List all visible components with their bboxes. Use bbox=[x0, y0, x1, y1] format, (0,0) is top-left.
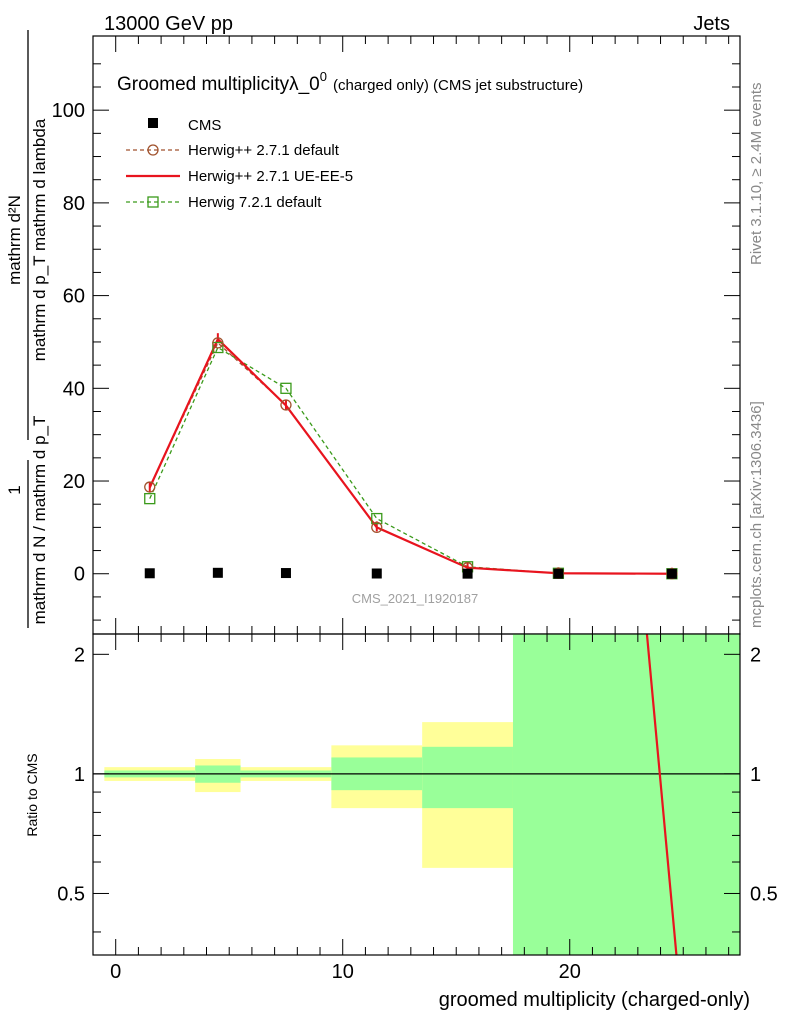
herwig7-default-marker bbox=[371, 512, 383, 525]
main-ylabel-line3: mathrm d N / mathrm d p_T bbox=[30, 416, 49, 625]
cms-data-point bbox=[371, 568, 382, 579]
ratio-ytick-label-right: 0.5 bbox=[750, 883, 778, 905]
cms-data-point bbox=[462, 568, 473, 579]
plot-title-sup: 0 bbox=[320, 69, 327, 84]
ratio-ytick-label: 0.5 bbox=[57, 883, 85, 905]
herwigpp-default-marker bbox=[144, 481, 156, 493]
rivet-version-text: Rivet 3.1.10, ≥ 2.4M events bbox=[748, 83, 765, 266]
main-ylabel: mathrm d²N mathrm d p_T mathrm d lambda … bbox=[5, 30, 49, 628]
legend-marker-cms bbox=[148, 118, 158, 128]
plot-title-tail: (charged only) (CMS jet substructure) bbox=[333, 77, 583, 94]
ratio-ytick-label: 2 bbox=[74, 644, 85, 666]
header-right: Jets bbox=[693, 13, 730, 35]
main-ylabel-line1: mathrm d²N bbox=[5, 195, 24, 285]
legend-label-cms: CMS bbox=[188, 117, 221, 134]
ratio-frame bbox=[92, 633, 741, 956]
ratio-ylabel: Ratio to CMS bbox=[24, 753, 40, 836]
herwig7-default-marker bbox=[280, 382, 292, 394]
series-line-herwig7-default bbox=[149, 346, 672, 575]
main-ytick-label: 60 bbox=[63, 286, 85, 308]
herwigpp-default-marker bbox=[280, 399, 292, 411]
main-ylabel-line2: mathrm d p_T mathrm d lambda bbox=[30, 118, 49, 361]
legend-marker-herwig7-default bbox=[147, 196, 159, 208]
cms-data-point bbox=[280, 568, 291, 579]
ratio-ytick-label-right: 1 bbox=[750, 764, 761, 786]
main-ylabel-prefix: 1 bbox=[5, 485, 24, 494]
ratio-panel: 0.5 0.51 12 20 10 20 Ratio to CMS groomed mul… bbox=[24, 633, 778, 1011]
herwig7-default-marker bbox=[212, 341, 224, 354]
herwigpp-default-marker bbox=[371, 521, 383, 534]
cms-data-point bbox=[666, 568, 677, 579]
series-line-herwigpp-ueee5 bbox=[148, 337, 672, 575]
herwigpp-default-marker bbox=[212, 337, 224, 349]
legend-label-herwig7-default: Herwig 7.2.1 default bbox=[188, 194, 322, 211]
ratio-band-stat bbox=[422, 746, 513, 809]
legend-label-herwigpp-default: Herwig++ 2.7.1 default bbox=[188, 142, 340, 159]
legend-label-herwigpp-ueee5: Herwig++ 2.7.1 UE-EE-5 bbox=[188, 168, 353, 185]
ratio-ytick-label-right: 2 bbox=[750, 644, 761, 666]
legend-marker-herwigpp-default bbox=[147, 144, 159, 156]
plot-title-main: Groomed multiplicityλ_0 bbox=[117, 74, 320, 95]
series-line-herwigpp-default bbox=[149, 341, 672, 575]
ratio-ytick-label: 1 bbox=[74, 764, 85, 786]
legend: CMS Herwig++ 2.7.1 default Herwig++ 2.7.… bbox=[126, 117, 353, 211]
herwig7-default-marker bbox=[144, 492, 156, 505]
main-ytick-label: 80 bbox=[63, 193, 85, 215]
ratio-line-herwigpp-ueee5 bbox=[645, 633, 678, 956]
ratio-xtick-label: 10 bbox=[332, 961, 354, 983]
cms-data-point bbox=[212, 567, 223, 578]
mcplots-text: mcplots.cern.ch [arXiv:1306.3436] bbox=[748, 401, 765, 628]
ratio-xtick-label: 0 bbox=[110, 961, 121, 983]
cms-data-point bbox=[553, 568, 564, 579]
main-ytick-label: 20 bbox=[63, 471, 85, 493]
cms-data-point bbox=[144, 568, 155, 579]
ratio-band-stat bbox=[512, 634, 740, 955]
main-ytick-label: 40 bbox=[63, 378, 85, 400]
main-ytick-label: 0 bbox=[74, 564, 85, 586]
main-ytick-label: 100 bbox=[52, 100, 85, 122]
ratio-xlabel: groomed multiplicity (charged-only) bbox=[439, 989, 750, 1011]
plot-title: Groomed multiplicityλ_00 (charged only) (… bbox=[117, 69, 583, 95]
watermark: CMS_2021_I1920187 bbox=[352, 591, 479, 606]
header-left: 13000 GeV pp bbox=[104, 13, 233, 35]
ratio-xtick-label: 20 bbox=[559, 961, 581, 983]
